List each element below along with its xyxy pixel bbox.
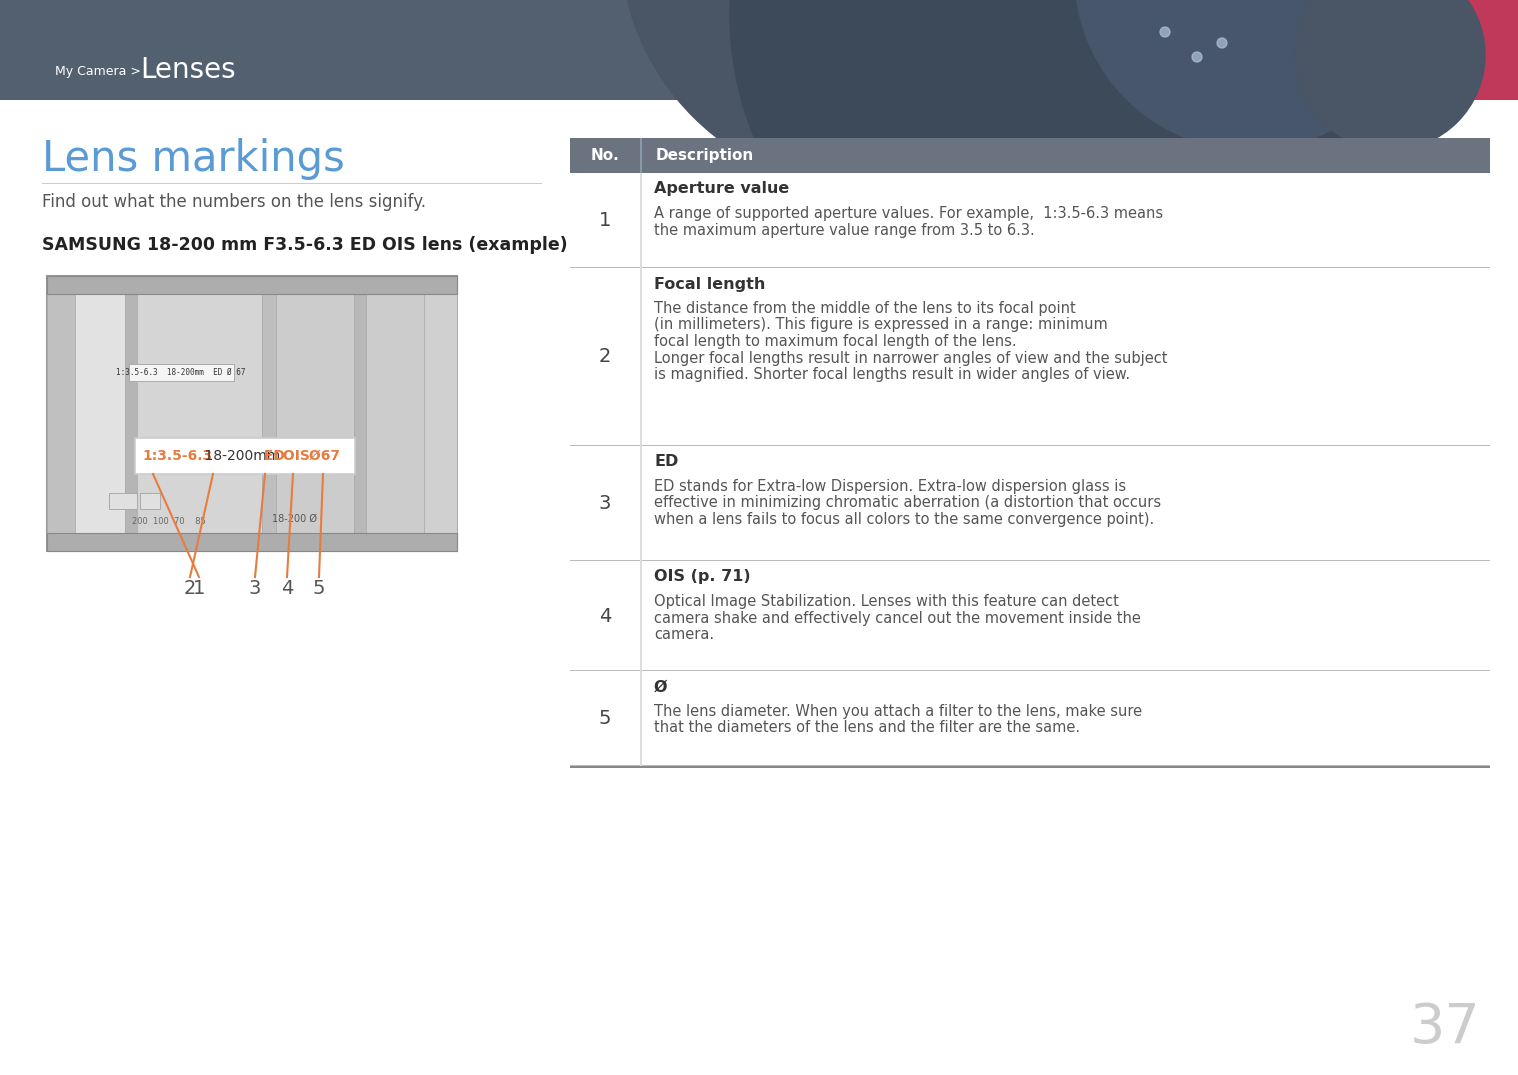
Text: is magnified. Shorter focal lengths result in wider angles of view.: is magnified. Shorter focal lengths resu… [654, 367, 1129, 382]
Text: 1: 1 [193, 579, 205, 599]
Text: effective in minimizing chromatic aberration (a distortion that occurs: effective in minimizing chromatic aberra… [654, 496, 1161, 511]
Text: ED: ED [260, 449, 285, 463]
Text: that the diameters of the lens and the filter are the same.: that the diameters of the lens and the f… [654, 720, 1081, 735]
Text: Focal length: Focal length [654, 276, 765, 291]
Text: Longer focal lengths result in narrower angles of view and the subject: Longer focal lengths result in narrower … [654, 350, 1167, 366]
Bar [569, 446, 1491, 561]
Text: 1:3.5-6.3  18-200mm  ED Ø 67: 1:3.5-6.3 18-200mm ED Ø 67 [117, 368, 246, 377]
Text: 3: 3 [249, 579, 261, 599]
Text: Ø67: Ø67 [305, 449, 340, 463]
Text: 1:3.5-6.3: 1:3.5-6.3 [143, 449, 213, 463]
Bar [47, 276, 457, 293]
Text: 18-200 Ø: 18-200 Ø [272, 514, 317, 524]
Bar [109, 493, 137, 508]
Text: 18-200mm: 18-200mm [200, 449, 281, 463]
Bar [124, 293, 137, 533]
Bar [354, 293, 366, 533]
Bar [137, 293, 263, 533]
Text: 200  100  70    85: 200 100 70 85 [132, 516, 206, 526]
Text: Lens markings: Lens markings [43, 138, 345, 180]
Bar [47, 276, 457, 551]
Bar [569, 561, 1491, 671]
Text: OIS (p. 71): OIS (p. 71) [654, 570, 750, 585]
Text: 4: 4 [598, 606, 612, 626]
Circle shape [1160, 27, 1170, 37]
Circle shape [1295, 0, 1485, 151]
Text: 3: 3 [598, 494, 612, 513]
Circle shape [1192, 52, 1202, 62]
Bar [366, 293, 424, 533]
Bar [47, 533, 457, 551]
Bar [263, 293, 276, 533]
Text: (in millimeters). This figure is expressed in a range: minimum: (in millimeters). This figure is express… [654, 317, 1108, 332]
Bar [276, 293, 354, 533]
Bar [129, 364, 234, 381]
Text: camera.: camera. [654, 627, 713, 642]
Bar [135, 438, 355, 474]
Circle shape [730, 0, 1371, 335]
Bar [569, 671, 1491, 766]
Text: No.: No. [591, 148, 619, 163]
Bar [641, 138, 642, 173]
Text: 5: 5 [313, 579, 325, 599]
Text: Find out what the numbers on the lens signify.: Find out what the numbers on the lens si… [43, 194, 427, 211]
Circle shape [619, 0, 1120, 190]
Text: ED stands for Extra-low Dispersion. Extra-low dispersion glass is: ED stands for Extra-low Dispersion. Extr… [654, 479, 1126, 494]
Text: My Camera >: My Camera > [55, 66, 144, 78]
Text: Optical Image Stabilization. Lenses with this feature can detect: Optical Image Stabilization. Lenses with… [654, 594, 1119, 610]
Text: Aperture value: Aperture value [654, 182, 789, 197]
Bar [569, 268, 1491, 446]
Text: camera shake and effectively cancel out the movement inside the: camera shake and effectively cancel out … [654, 611, 1142, 626]
Text: ED: ED [654, 455, 679, 470]
Circle shape [1217, 38, 1227, 48]
Text: 1: 1 [598, 211, 612, 230]
Bar [74, 293, 124, 533]
Bar [1457, 0, 1518, 100]
Text: Description: Description [656, 148, 754, 163]
Bar [424, 293, 457, 533]
Text: A range of supported aperture values. For example,  1:3.5-6.3 means: A range of supported aperture values. Fo… [654, 206, 1163, 221]
Text: focal length to maximum focal length of the lens.: focal length to maximum focal length of … [654, 334, 1017, 349]
Bar [569, 138, 1491, 173]
Text: SAMSUNG 18-200 mm F3.5-6.3 ED OIS lens (example): SAMSUNG 18-200 mm F3.5-6.3 ED OIS lens (… [43, 236, 568, 254]
Circle shape [1075, 0, 1425, 151]
Text: 2: 2 [184, 579, 196, 599]
Text: Ø: Ø [654, 679, 668, 694]
Text: The lens diameter. When you attach a filter to the lens, make sure: The lens diameter. When you attach a fil… [654, 704, 1142, 719]
Text: when a lens fails to focus all colors to the same convergence point).: when a lens fails to focus all colors to… [654, 512, 1154, 527]
Bar [47, 293, 74, 533]
Text: 5: 5 [598, 710, 612, 728]
Bar [0, 0, 1457, 100]
Text: OIS: OIS [278, 449, 310, 463]
Text: the maximum aperture value range from 3.5 to 6.3.: the maximum aperture value range from 3.… [654, 223, 1035, 238]
Bar [140, 493, 159, 508]
Text: The distance from the middle of the lens to its focal point: The distance from the middle of the lens… [654, 301, 1076, 316]
Text: 2: 2 [598, 347, 612, 367]
Text: 4: 4 [281, 579, 293, 599]
Bar [569, 766, 1491, 768]
Text: Lenses: Lenses [140, 56, 235, 84]
Text: 37: 37 [1409, 1001, 1480, 1055]
Bar [569, 173, 1491, 268]
